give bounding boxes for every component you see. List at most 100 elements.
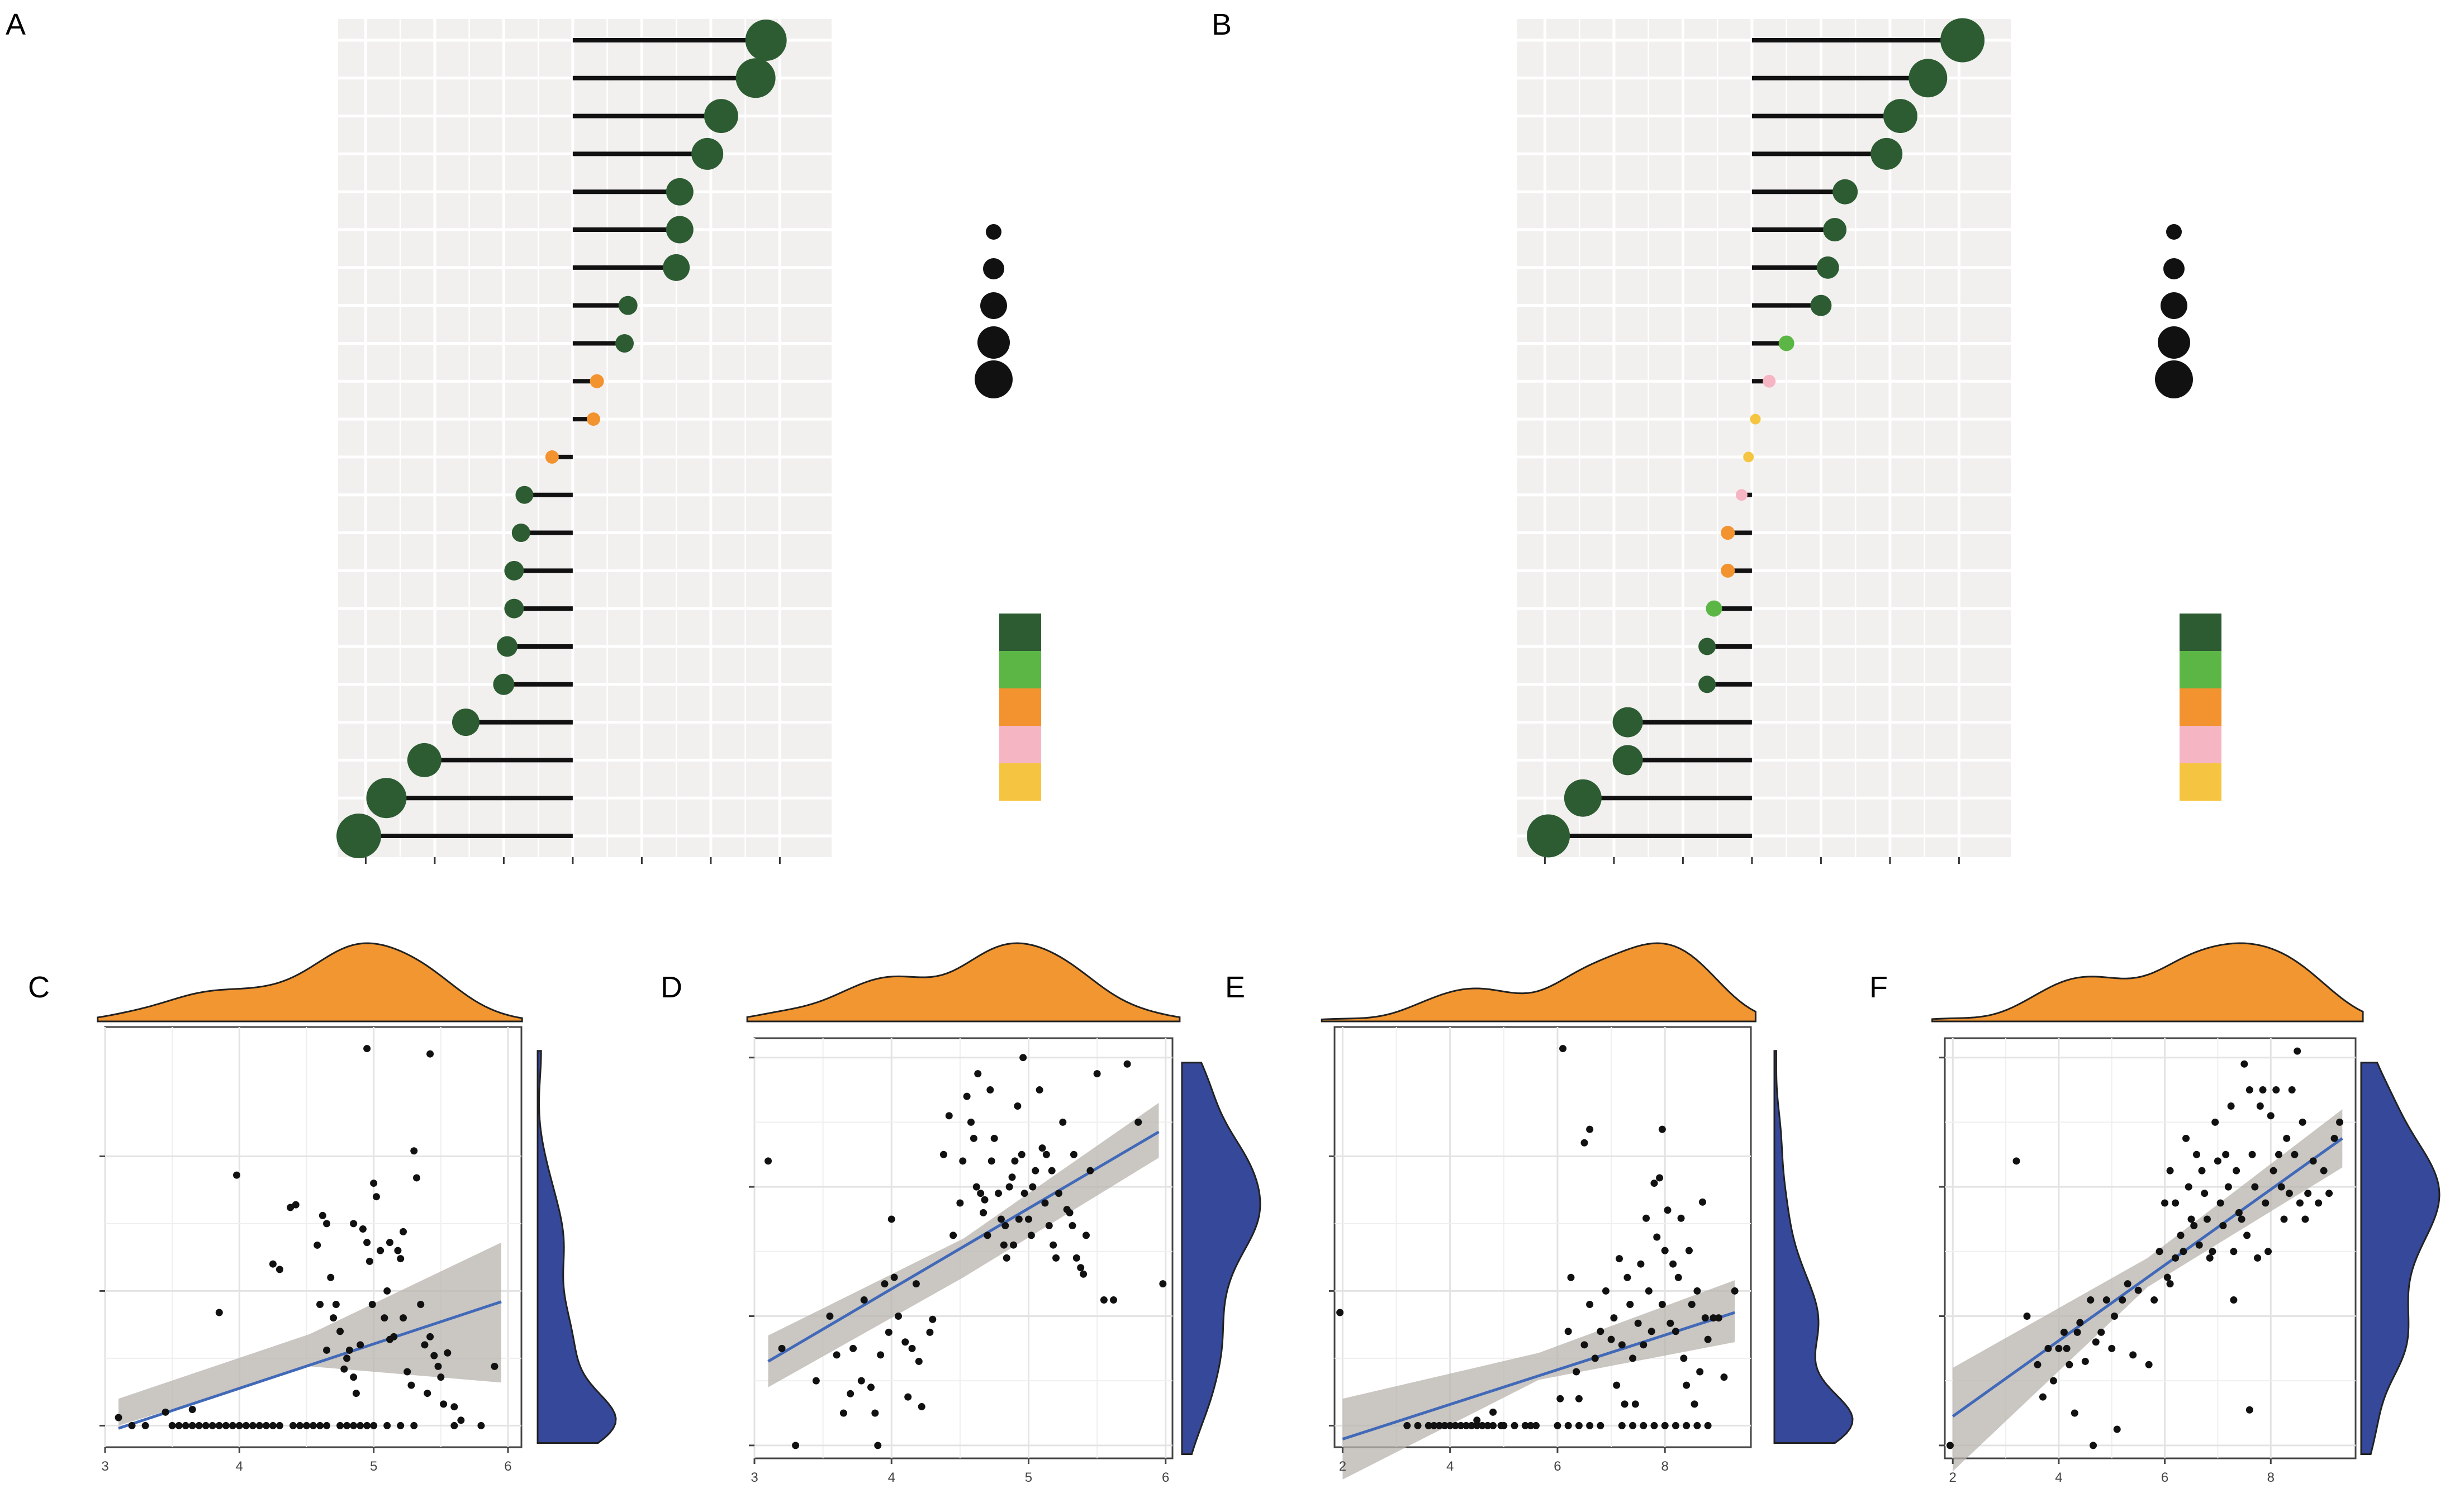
data-point bbox=[2166, 1280, 2174, 1288]
data-point bbox=[981, 1196, 989, 1204]
data-point bbox=[1018, 1150, 1026, 1158]
data-point bbox=[2161, 1199, 2169, 1207]
data-point bbox=[1597, 1328, 1604, 1335]
data-point bbox=[1946, 1442, 1954, 1449]
data-point bbox=[1521, 1421, 1529, 1429]
lollipop-dot bbox=[704, 99, 738, 134]
data-point bbox=[1072, 1254, 1080, 1262]
x-tick-label: 3 bbox=[751, 1470, 758, 1485]
lollipop-dot bbox=[1564, 779, 1602, 817]
data-point bbox=[381, 1314, 388, 1322]
panel-e-letter: E bbox=[1225, 971, 1245, 1004]
data-point bbox=[2012, 1157, 2020, 1165]
data-point bbox=[421, 1341, 429, 1349]
data-point bbox=[2222, 1150, 2230, 1158]
data-point bbox=[141, 1421, 149, 1429]
data-point bbox=[1672, 1421, 1679, 1429]
data-point bbox=[1575, 1395, 1583, 1402]
data-point bbox=[208, 1421, 216, 1429]
data-point bbox=[1463, 1421, 1470, 1429]
data-point bbox=[1077, 1264, 1085, 1272]
data-point bbox=[2172, 1199, 2180, 1207]
panel-b-lollipop-chart: B bbox=[1212, 8, 2221, 864]
size-legend-dot bbox=[2161, 292, 2187, 319]
data-point bbox=[1441, 1421, 1449, 1429]
panel-c-letter: C bbox=[28, 971, 50, 1004]
data-point bbox=[2150, 1296, 2158, 1304]
x-tick-label: 6 bbox=[2161, 1470, 2168, 1485]
lollipop-dot bbox=[545, 450, 559, 464]
data-point bbox=[1045, 1222, 1053, 1230]
data-point bbox=[1110, 1296, 1118, 1304]
data-point bbox=[1564, 1421, 1572, 1429]
data-point bbox=[400, 1228, 407, 1235]
data-point bbox=[1559, 1045, 1567, 1053]
data-point bbox=[397, 1421, 405, 1429]
data-point bbox=[168, 1421, 176, 1429]
data-point bbox=[1720, 1373, 1728, 1381]
data-point bbox=[249, 1421, 257, 1429]
data-point bbox=[370, 1180, 378, 1187]
data-point bbox=[2262, 1199, 2270, 1207]
data-point bbox=[1527, 1421, 1535, 1429]
data-point bbox=[926, 1328, 934, 1336]
panel-a-lollipop-chart: A bbox=[6, 8, 1041, 864]
data-point bbox=[437, 1373, 445, 1381]
data-point bbox=[2198, 1167, 2206, 1175]
data-point bbox=[417, 1301, 425, 1309]
data-point bbox=[377, 1247, 384, 1254]
data-point bbox=[2259, 1086, 2267, 1094]
data-point bbox=[332, 1301, 340, 1309]
x-tick-label: 6 bbox=[1554, 1459, 1561, 1474]
x-marginal-density bbox=[97, 942, 523, 1023]
data-point bbox=[1664, 1206, 1672, 1214]
data-point bbox=[2177, 1232, 2185, 1239]
data-point bbox=[2243, 1232, 2251, 1239]
x-tick-label: 2 bbox=[1949, 1470, 1957, 1485]
lollipop-dot bbox=[618, 296, 638, 315]
lollipop-dot bbox=[407, 743, 441, 777]
data-point bbox=[350, 1373, 358, 1381]
data-point bbox=[491, 1362, 499, 1370]
data-point bbox=[881, 1280, 889, 1288]
data-point bbox=[857, 1377, 865, 1385]
data-point bbox=[319, 1211, 326, 1219]
data-point bbox=[2245, 1086, 2253, 1094]
lollipop-dot bbox=[1883, 99, 1917, 134]
data-point bbox=[2206, 1254, 2214, 1262]
data-point bbox=[1020, 1190, 1028, 1197]
data-point bbox=[1029, 1183, 1037, 1191]
lollipop-dot bbox=[1778, 335, 1794, 351]
data-point bbox=[188, 1406, 196, 1414]
data-point bbox=[2063, 1344, 2071, 1352]
data-point bbox=[890, 1273, 898, 1281]
data-point bbox=[289, 1421, 297, 1429]
data-point bbox=[1066, 1209, 1074, 1216]
data-point bbox=[235, 1421, 243, 1429]
data-point bbox=[407, 1381, 415, 1389]
data-point bbox=[1698, 1198, 1706, 1206]
data-point bbox=[477, 1421, 485, 1429]
data-point bbox=[255, 1421, 263, 1429]
data-point bbox=[1019, 1054, 1027, 1062]
data-point bbox=[262, 1421, 270, 1429]
data-point bbox=[363, 1045, 371, 1053]
lollipop-dot bbox=[1823, 218, 1847, 242]
data-point bbox=[1618, 1421, 1626, 1429]
data-point bbox=[974, 1070, 982, 1078]
data-point bbox=[336, 1328, 344, 1335]
data-point bbox=[1677, 1214, 1685, 1222]
data-point bbox=[2214, 1157, 2221, 1165]
data-point bbox=[1645, 1287, 1653, 1295]
data-point bbox=[2110, 1312, 2118, 1320]
data-point bbox=[2280, 1215, 2288, 1223]
color-legend-swatch bbox=[999, 614, 1041, 651]
data-point bbox=[2195, 1241, 2203, 1249]
data-point bbox=[1693, 1287, 1701, 1295]
data-point bbox=[904, 1393, 912, 1401]
data-point bbox=[368, 1301, 376, 1309]
data-point bbox=[1580, 1341, 1588, 1349]
lollipop-dot bbox=[504, 560, 524, 581]
data-point bbox=[2288, 1086, 2296, 1094]
lollipop-dot bbox=[691, 137, 724, 170]
